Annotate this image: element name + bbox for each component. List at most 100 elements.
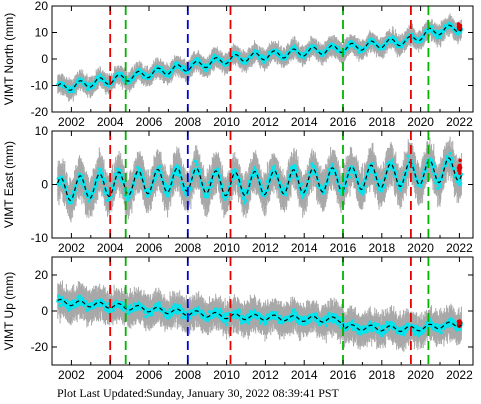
data-point — [398, 188, 402, 192]
data-point — [347, 171, 351, 175]
data-point — [165, 184, 169, 188]
data-point — [406, 154, 410, 158]
data-point — [199, 178, 203, 182]
data-point — [310, 162, 314, 166]
data-point — [280, 184, 284, 188]
x-tick-label: 2020 — [407, 241, 434, 255]
recent-points — [456, 158, 463, 175]
data-point — [278, 181, 282, 185]
data-point — [176, 173, 180, 177]
data-point — [313, 164, 317, 169]
data-point — [299, 182, 304, 186]
data-point — [285, 55, 289, 59]
data-point — [143, 71, 147, 75]
data-point — [433, 165, 437, 169]
plot-area — [56, 136, 463, 223]
data-point — [103, 179, 107, 183]
data-point — [385, 41, 389, 46]
data-point — [247, 186, 251, 191]
data-point — [223, 197, 227, 201]
data-point — [167, 191, 171, 195]
data-point — [189, 187, 193, 191]
data-point — [295, 169, 299, 173]
data-point — [374, 173, 378, 177]
data-point — [430, 158, 434, 162]
data-point — [307, 179, 311, 183]
data-point — [102, 77, 106, 81]
data-point — [206, 194, 210, 198]
model-fit-line — [57, 157, 462, 201]
data-point — [71, 90, 75, 94]
data-point — [285, 185, 289, 189]
data-point — [330, 163, 335, 167]
y-tick-label: 10 — [35, 26, 49, 40]
data-point — [148, 191, 152, 195]
data-point — [403, 176, 407, 180]
data-point — [411, 164, 415, 168]
y-axis-label: VIMT East (mm) — [2, 141, 16, 228]
data-point — [368, 170, 372, 174]
data-point — [216, 167, 220, 171]
data-point — [337, 45, 341, 50]
data-point — [302, 193, 306, 197]
data-point — [329, 172, 333, 176]
data-point — [179, 174, 183, 178]
recent-point — [458, 168, 462, 172]
data-point — [158, 164, 162, 168]
data-point — [136, 165, 140, 169]
x-tick-label: 2016 — [330, 241, 357, 255]
data-point — [440, 177, 444, 182]
data-point — [405, 168, 409, 172]
data-point — [443, 164, 448, 168]
x-tick-label: 2012 — [252, 115, 279, 129]
data-point — [263, 60, 267, 64]
data-point — [419, 184, 423, 188]
data-point — [400, 45, 404, 49]
recent-point — [457, 164, 461, 168]
data-point — [169, 185, 173, 189]
data-point — [205, 186, 209, 190]
data-point — [326, 176, 330, 180]
x-tick-label: 2012 — [252, 241, 279, 255]
data-point — [69, 200, 73, 204]
x-tick-label: 2014 — [291, 241, 318, 255]
x-tick-label: 2018 — [368, 241, 395, 255]
data-point — [305, 187, 309, 191]
data-point — [272, 164, 276, 168]
data-point — [237, 52, 241, 56]
data-point — [361, 192, 365, 196]
data-point — [198, 59, 202, 63]
data-point — [436, 186, 440, 190]
data-point — [208, 65, 212, 69]
data-point — [194, 159, 198, 163]
y-tick-label: 0 — [41, 52, 48, 66]
data-point — [379, 189, 383, 193]
x-tick-label: 2008 — [174, 241, 201, 255]
x-tick-label: 2004 — [97, 241, 124, 255]
data-point — [176, 61, 181, 65]
x-tick-label: 2022 — [446, 241, 473, 255]
data-point — [433, 173, 437, 177]
x-tick-label: 2008 — [174, 115, 201, 129]
data-point — [390, 158, 394, 162]
x-tick-label: 2004 — [97, 115, 124, 129]
data-point — [393, 37, 397, 41]
data-point — [195, 163, 199, 167]
data-point — [63, 179, 67, 183]
data-point — [132, 77, 136, 81]
y-axis-label: VIMT North (mm) — [2, 13, 16, 105]
recent-point — [458, 158, 462, 163]
y-tick-label: -20 — [31, 105, 49, 119]
data-point — [242, 195, 246, 199]
data-point — [424, 164, 428, 168]
data-point — [87, 199, 91, 203]
data-point — [450, 156, 454, 160]
data-point — [438, 184, 442, 189]
plot-area — [56, 13, 463, 102]
data-point — [395, 176, 399, 180]
data-point — [357, 184, 361, 188]
y-tick-label: 20 — [35, 0, 49, 13]
data-point — [459, 181, 463, 185]
data-point — [205, 69, 209, 73]
plot-area — [56, 280, 463, 352]
